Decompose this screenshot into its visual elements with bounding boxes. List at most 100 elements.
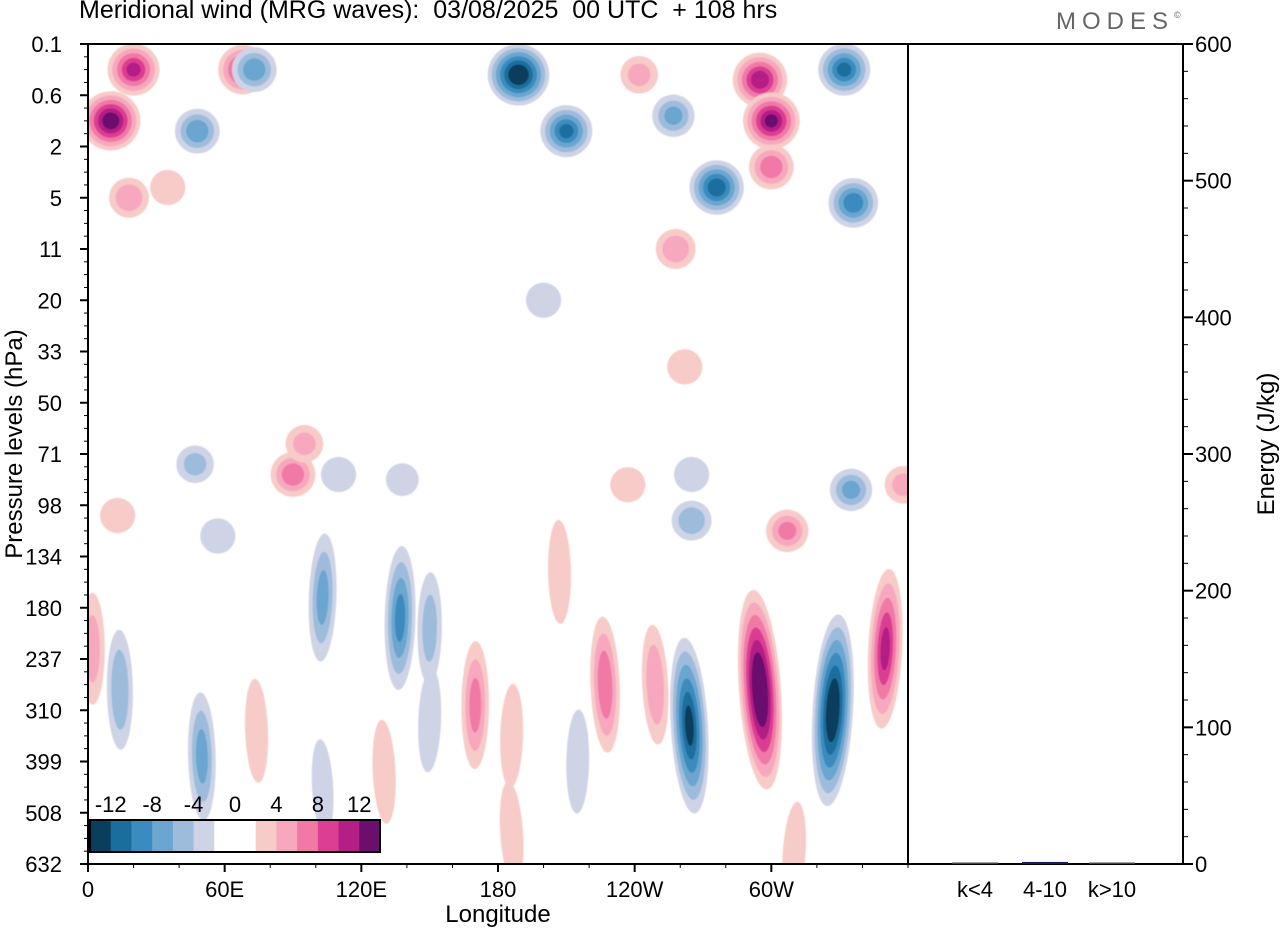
y-tick-label: 399 [25,750,62,775]
contour-band [684,705,694,746]
energy-y-tick-label: 400 [1195,305,1232,330]
colorbar-swatch [90,820,112,852]
y-tick-label: 71 [38,442,62,467]
y-tick-label: 33 [38,340,62,365]
contour-cell [188,692,216,821]
contour-cell [674,456,710,493]
contour-band [892,473,908,497]
contour-cell [610,467,646,503]
contour-cell [461,641,490,770]
contour-band [610,467,646,503]
contour-cell [641,624,669,745]
colorbar-swatch [110,820,132,852]
contour-band [422,594,438,662]
contour-cell [245,678,269,783]
contour-cell [732,52,788,108]
contour-band [293,432,316,456]
contour-cell [742,92,800,150]
contour-cell [828,178,879,228]
axes: 0.1 0.6 2 5 11 20 33 50 71 98 134 180 237 310 399 508 63… [1,32,909,928]
y-tick-label: 0.6 [31,83,62,108]
x-tick-label: 60W [749,877,794,902]
contour-band [126,62,141,77]
energy-category-label: k<4 [957,877,993,902]
contour-cell [109,177,149,218]
energy-bar [1089,862,1135,864]
y-tick-label: 2 [50,135,62,160]
contour-cell [620,55,659,94]
contour-band [372,719,396,824]
x-tick-label: 120E [336,877,387,902]
colorbar-label: 4 [270,792,282,817]
energy-y-tick-label: 200 [1195,579,1232,604]
contour-band [828,691,838,730]
energy-axis-label: Energy (J/kg) [1253,373,1280,516]
colorbar-swatch [276,820,298,852]
modes-logo-mark: © [1174,10,1181,20]
contour-cell [107,44,160,96]
energy-frame [907,43,1184,865]
contour-band [150,169,186,206]
colorbar-swatch [235,820,257,852]
colorbar-label: 12 [347,792,371,817]
colorbar-label: 8 [312,792,324,817]
energy-y-tick-label: 300 [1195,442,1232,467]
contour-band [843,192,864,213]
contour-cell [200,518,236,554]
contour-band [750,70,770,89]
energy-y-tick-label: 100 [1195,715,1232,740]
contour-band [500,683,524,788]
y-tick-label: 180 [25,596,62,621]
contour-band [102,112,120,130]
contour-band [499,781,524,864]
contour-band [662,235,690,263]
contour-cell [652,94,695,137]
contour-cell [540,105,593,158]
contour-band [559,124,574,139]
contour-cell [100,497,136,534]
x-tick-label: 180 [480,877,517,902]
contour-band [111,649,129,730]
contour-band [316,570,329,625]
contour-band [778,521,797,540]
contour-band [782,801,806,864]
colorbar-swatch [255,820,277,852]
energy-y-tick-label: 500 [1195,169,1232,194]
contour-cell [548,519,571,624]
x-tick-label: 60E [205,877,244,902]
colorbar-swatch [172,820,195,852]
colorbar-swatch [152,820,174,852]
contour-cell [811,614,854,807]
contour-cell [499,781,524,864]
colorbar-swatch [131,820,153,852]
contour-cell [150,169,186,206]
contour-band [707,178,726,197]
y-tick-label: 50 [38,391,62,416]
contour-cell [308,533,337,662]
contour-cell [88,91,141,151]
colorbar-swatch [193,820,215,852]
energy-category-label: k>10 [1088,877,1136,902]
contour-band [525,282,562,318]
contour-cell [867,568,903,729]
y-tick-label: 632 [25,852,62,877]
contour-band [469,677,482,733]
contour-cell [385,463,419,497]
colorbar-label: -12 [95,792,127,817]
y-tick-label: 0.1 [31,32,62,57]
contour-cell [884,465,908,504]
contour-cell [106,629,133,750]
colorbar-swatch [297,820,319,852]
contour-cell [417,572,442,685]
y-tick-label: 20 [38,288,62,313]
energy-y-tick-label: 0 [1195,852,1207,877]
energy-bar [952,862,998,864]
contour-band [311,739,334,836]
contour-band [394,594,406,642]
colorbar-label: 0 [229,792,241,817]
contour-cell [590,616,620,753]
y-tick-label: 310 [25,698,62,723]
contour-field [88,44,908,864]
contour-cell [818,44,871,96]
contour-band [646,644,665,725]
